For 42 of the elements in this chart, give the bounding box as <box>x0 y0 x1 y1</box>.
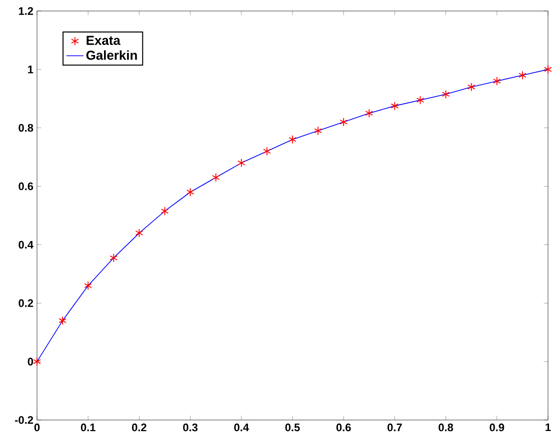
y-tick-label: 0.2 <box>18 299 34 308</box>
point <box>288 135 296 144</box>
point <box>84 281 92 290</box>
point <box>390 102 399 110</box>
point <box>442 90 450 99</box>
x-tick-label: 0.7 <box>388 424 402 432</box>
legend-label: Exata <box>86 36 120 45</box>
point <box>263 146 271 156</box>
point <box>110 253 118 262</box>
x-tick-label: 0 <box>34 424 40 432</box>
point <box>160 206 169 216</box>
x-tick-label: 0.4 <box>234 424 249 432</box>
point <box>467 82 476 92</box>
x-tick-label: 1 <box>546 424 551 432</box>
point <box>186 188 194 197</box>
point <box>493 76 501 86</box>
x-tick-label: 0.9 <box>490 424 504 432</box>
x-tick-label: 0.2 <box>132 424 146 432</box>
point <box>212 173 220 182</box>
point <box>365 108 374 118</box>
point <box>33 357 41 366</box>
point <box>544 64 552 74</box>
point <box>135 228 144 238</box>
point <box>314 126 322 136</box>
y-tick-label: 0.6 <box>18 182 34 190</box>
y-tick-label: 0.8 <box>18 124 34 132</box>
point <box>518 70 526 80</box>
y-tick-label: -0.2 <box>15 416 34 424</box>
y-tick-label: 1 <box>28 66 34 74</box>
y-tick-label: 0.4 <box>18 240 34 249</box>
x-tick-label: 0.8 <box>438 424 454 432</box>
point <box>238 158 246 168</box>
point <box>416 96 424 105</box>
legend-label: Galerkin <box>86 50 137 60</box>
x-tick-label: 0.5 <box>285 424 300 432</box>
y-tick-label: 0 <box>28 358 34 366</box>
x-tick-label: 0.3 <box>183 424 198 432</box>
point <box>58 316 66 326</box>
x-tick-label: 0.1 <box>80 424 96 432</box>
x-tick-label: 0.6 <box>336 424 351 432</box>
point <box>340 118 348 126</box>
y-tick-label: 1.2 <box>18 7 34 15</box>
